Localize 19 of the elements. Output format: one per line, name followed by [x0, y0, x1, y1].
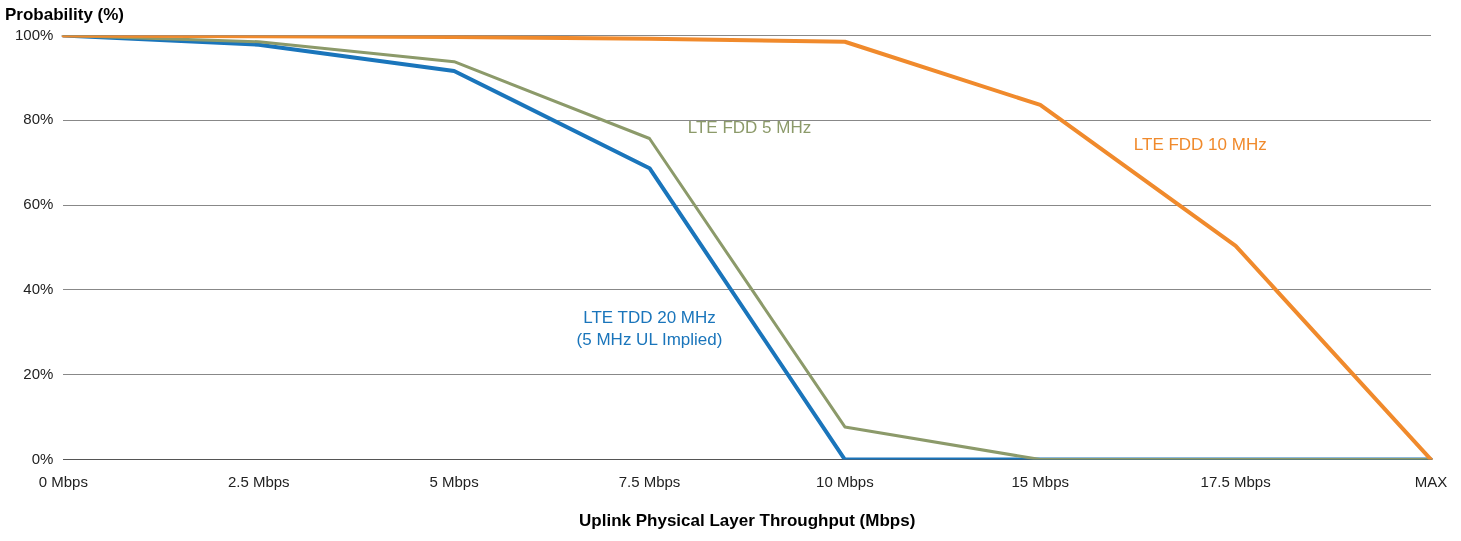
x-tick-label: 17.5 Mbps	[1200, 472, 1271, 490]
y-tick-label: 80%	[23, 110, 54, 128]
x-tick-label: 10 Mbps	[816, 472, 874, 490]
x-tick-label: 0 Mbps	[38, 472, 88, 490]
series-label: LTE FDD 10 MHz	[1133, 134, 1267, 154]
y-tick-label: 100%	[14, 25, 54, 43]
y-tick-label: 0%	[31, 449, 54, 467]
x-axis-title: Uplink Physical Layer Throughput (Mbps)	[579, 511, 916, 531]
y-tick-label: 60%	[23, 195, 54, 213]
series-label: LTE FDD 5 MHz	[687, 118, 812, 138]
x-tick-label: 15 Mbps	[1011, 472, 1070, 490]
y-tick-label: 20%	[23, 364, 54, 382]
y-tick-label: 40%	[23, 280, 54, 298]
x-tick-label: 2.5 Mbps	[227, 472, 290, 490]
x-tick-label: MAX	[1414, 472, 1448, 490]
series-label: LTE TDD 20 MHz (5 MHz UL Implied)	[576, 307, 723, 349]
y-axis-title: Probability (%)	[5, 4, 125, 24]
x-tick-label: 5 Mbps	[429, 472, 479, 490]
x-tick-label: 7.5 Mbps	[618, 472, 681, 490]
